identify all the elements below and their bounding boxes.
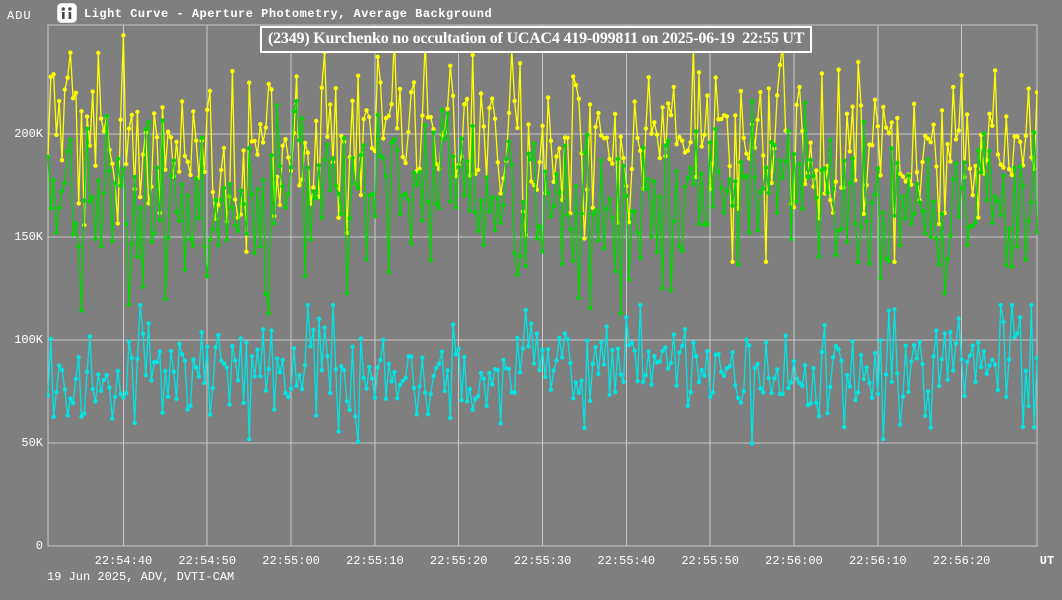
x-axis-tick-label: 22:55:20 — [429, 554, 488, 568]
x-axis-tick-label: 22:55:30 — [513, 554, 572, 568]
y-axis-tick-label: 200K — [14, 127, 43, 142]
observation-annotation: (2349) Kurchenko no occultation of UCAC4… — [260, 26, 813, 53]
x-axis-tick-label: 22:55:50 — [681, 554, 739, 568]
y-axis-tick-label: 100K — [14, 333, 43, 348]
x-axis-tick-label: 22:54:40 — [94, 554, 153, 568]
series-green-lightcurve-markers — [47, 99, 1038, 316]
series-green-lightcurve — [47, 99, 1038, 316]
x-axis-tick-label: 22:56:10 — [848, 554, 907, 568]
y-axis-unit-label: ADU — [7, 9, 32, 23]
x-axis-tick-label: 22:55:10 — [346, 554, 404, 568]
plot-grid — [48, 25, 1037, 546]
series-cyan-lightcurve — [47, 302, 1038, 446]
x-axis-unit-label: UT — [1039, 554, 1055, 568]
x-axis-tick-label: 22:56:20 — [932, 554, 991, 568]
x-axis-tick-label: 22:54:50 — [178, 554, 237, 568]
y-axis-tick-label: 0 — [35, 539, 43, 553]
x-axis-tick-label: 22:55:00 — [262, 554, 320, 568]
series-cyan-lightcurve-markers — [47, 302, 1038, 446]
y-axis-tick-label: 50K — [21, 436, 43, 451]
observation-info-footer: 19 Jun 2025, ADV, DVTI-CAM — [47, 570, 235, 584]
light-curve-app-icon — [57, 3, 77, 23]
y-axis-tick-label: 150K — [14, 230, 43, 245]
x-axis-tick-label: 22:55:40 — [597, 554, 656, 568]
x-axis-tick-label: 22:56:00 — [765, 554, 823, 568]
window-title: Light Curve - Aperture Photometry, Avera… — [84, 7, 493, 21]
plot-border — [47, 24, 1038, 547]
